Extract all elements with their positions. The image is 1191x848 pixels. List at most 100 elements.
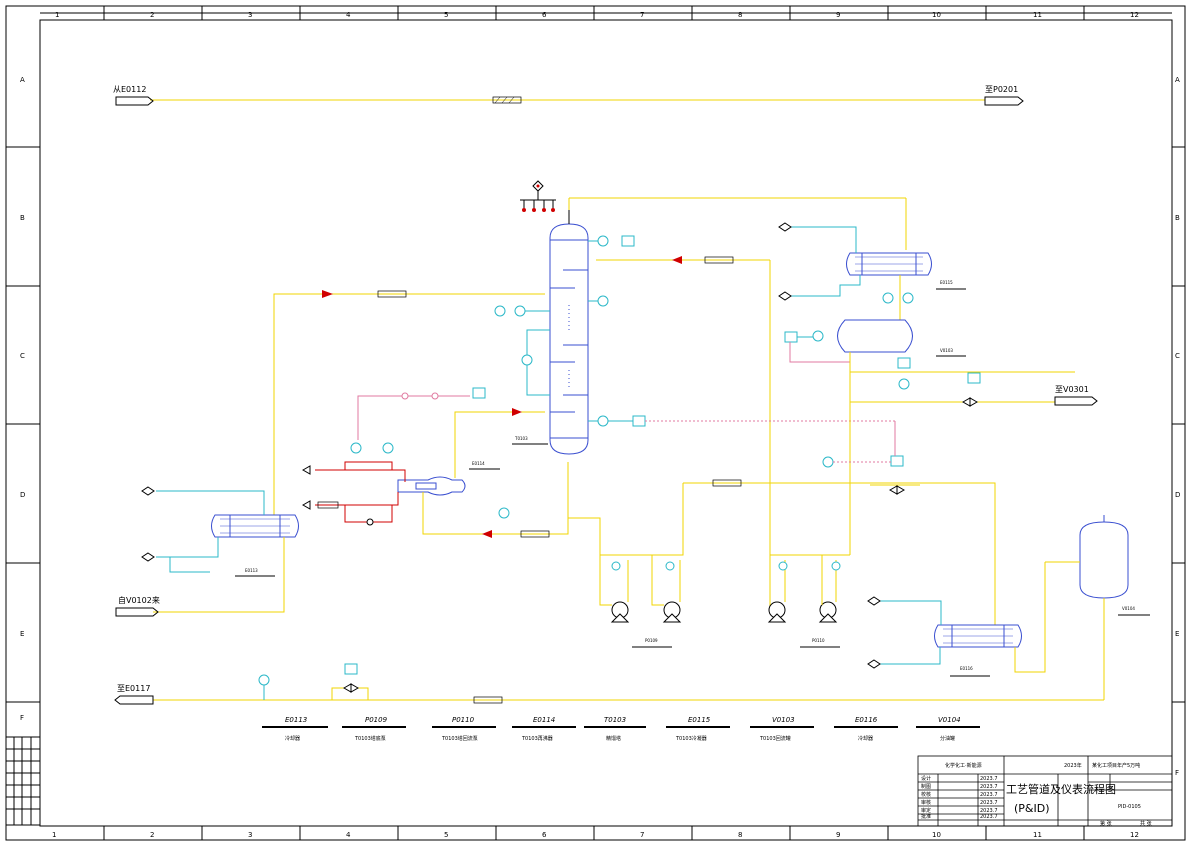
col-1-bottom: 1 [52, 831, 56, 839]
svg-text:审核: 审核 [921, 799, 931, 806]
separator-v0104: V0104 [1045, 515, 1150, 700]
col-4-bottom: 4 [346, 831, 351, 839]
svg-text:P0110: P0110 [452, 716, 475, 724]
svg-text:冷却器: 冷却器 [858, 735, 873, 742]
bottom-product-line [153, 663, 1104, 704]
svg-text:T0103: T0103 [604, 716, 626, 724]
col-8: 8 [738, 11, 742, 19]
col-6-bottom: 6 [542, 831, 547, 839]
pumps-p0110: P0110 [767, 554, 850, 648]
from-v0102-label: 自V0102来 [118, 595, 160, 605]
tb-title: 工艺管道及仪表流程图 [1006, 782, 1116, 796]
p0110-tag: P0110 [812, 638, 825, 643]
svg-text:V0103: V0103 [772, 716, 795, 724]
svg-text:校核: 校核 [921, 791, 931, 798]
outer-frame [5, 5, 1186, 841]
svg-text:P0109: P0109 [365, 716, 388, 724]
to-e0117-label: 至E0117 [117, 684, 150, 693]
svg-text:2023.7: 2023.7 [980, 776, 998, 782]
equipment-list-item: E0113 冷却器 [262, 716, 328, 742]
col-5-bottom: 5 [444, 831, 448, 839]
svg-text:冷却器: 冷却器 [285, 735, 300, 742]
col-8-bottom: 8 [738, 831, 742, 839]
grid-top: 1 2 3 4 5 6 7 8 9 10 11 12 [40, 6, 1172, 20]
off-page-to-v0301: 至V0301 [1054, 385, 1098, 406]
grid-right: A B C D E F [1172, 76, 1185, 777]
steam-loop [301, 392, 470, 526]
title-block [917, 755, 1173, 827]
pumps-p0109: P0109 [568, 483, 684, 648]
col-2-bottom: 2 [150, 831, 154, 839]
svg-text:2023.7: 2023.7 [980, 814, 998, 820]
svg-text:设计: 设计 [921, 775, 931, 782]
v0104-tag: V0104 [1122, 606, 1135, 611]
svg-text:T0103回流罐: T0103回流罐 [759, 735, 791, 742]
tb-school: 化学化工·新能源 [945, 762, 982, 769]
reflux-control [683, 421, 996, 625]
svg-text:2023.7: 2023.7 [980, 808, 998, 814]
col-4: 4 [346, 11, 351, 19]
svg-text:T0103冷凝器: T0103冷凝器 [675, 735, 707, 742]
cooler-e0116: E0116 [867, 562, 1046, 677]
revision-grid [5, 736, 41, 826]
e0116-tag: E0116 [960, 666, 973, 671]
cooler-e0113: E0113 [141, 486, 299, 613]
e0114-tag: E0114 [472, 461, 485, 466]
tb-year: 2023年 [1064, 762, 1082, 769]
col-10: 10 [932, 11, 941, 19]
row-d-right: D [1175, 491, 1180, 499]
grid-left: A B C D E F [6, 76, 40, 722]
column-feed-line [273, 290, 545, 520]
col-5: 5 [444, 11, 448, 19]
from-e0112-label: 从E0112 [113, 85, 146, 94]
col-11: 11 [1033, 11, 1042, 19]
v0103-tag: V0103 [940, 348, 953, 353]
svg-text:制图: 制图 [921, 783, 931, 790]
equipment-list-item: E0114 T0103再沸器 [512, 716, 576, 742]
col-2: 2 [150, 11, 154, 19]
svg-text:T0103塔回流泵: T0103塔回流泵 [441, 735, 478, 742]
off-page-from-v0102: 自V0102来 [115, 595, 160, 617]
svg-text:审定: 审定 [921, 807, 931, 814]
equipment-list-item: P0110 T0103塔回流泵 [432, 716, 496, 742]
feed-line-top [150, 96, 985, 104]
title-block-text: 化学化工·新能源 2023年 某化工项目年产5万吨 工艺管道及仪表流程图 (P&… [921, 762, 1152, 827]
condenser-e0115: E0115 [778, 222, 966, 320]
svg-text:2023.7: 2023.7 [980, 800, 998, 806]
tb-drawing-no: PID-0105 [1118, 804, 1141, 810]
to-v0301-label: 至V0301 [1055, 385, 1089, 394]
tb-subtitle: (P&ID) [1014, 802, 1050, 815]
row-c-right: C [1175, 352, 1180, 360]
col-3: 3 [248, 11, 252, 19]
row-f-right: F [1175, 769, 1179, 777]
e0113-tag: E0113 [245, 568, 258, 573]
svg-text:批准: 批准 [921, 813, 931, 820]
to-p0201-label: 至P0201 [985, 85, 1018, 94]
row-a-right: A [1175, 76, 1180, 84]
svg-text:2023.7: 2023.7 [980, 792, 998, 798]
row-e-right: E [1175, 630, 1179, 638]
p0109-tag: P0109 [645, 638, 658, 643]
tb-sheet: 第 张 [1100, 820, 1112, 827]
off-page-from-e0112: 从E0112 [113, 85, 154, 106]
col-7: 7 [640, 11, 644, 19]
grid-bottom: 1 2 3 4 5 6 7 8 9 10 11 12 [52, 826, 1139, 840]
col-10-bottom: 10 [932, 831, 941, 839]
overhead-vapor-line [568, 197, 907, 250]
off-page-to-e0117: 至E0117 [114, 684, 154, 705]
svg-text:E0114: E0114 [533, 716, 555, 724]
equipment-list-item: P0109 T0103塔底泵 [342, 716, 406, 742]
row-d: D [20, 491, 25, 499]
svg-text:E0113: E0113 [285, 716, 307, 724]
col-9: 9 [836, 11, 840, 19]
tb-total: 共 张 [1140, 820, 1152, 827]
row-c: C [20, 352, 25, 360]
svg-text:T0103塔底泵: T0103塔底泵 [354, 735, 386, 742]
equipment-list-item: E0115 T0103冷凝器 [666, 716, 730, 742]
equipment-list-item: T0103 精馏塔 [584, 716, 646, 742]
tb-project: 某化工项目年产5万吨 [1092, 762, 1140, 769]
svg-text:V0104: V0104 [938, 716, 961, 724]
row-e: E [20, 630, 24, 638]
column-safety-valves [520, 180, 570, 224]
svg-text:E0116: E0116 [855, 716, 878, 724]
